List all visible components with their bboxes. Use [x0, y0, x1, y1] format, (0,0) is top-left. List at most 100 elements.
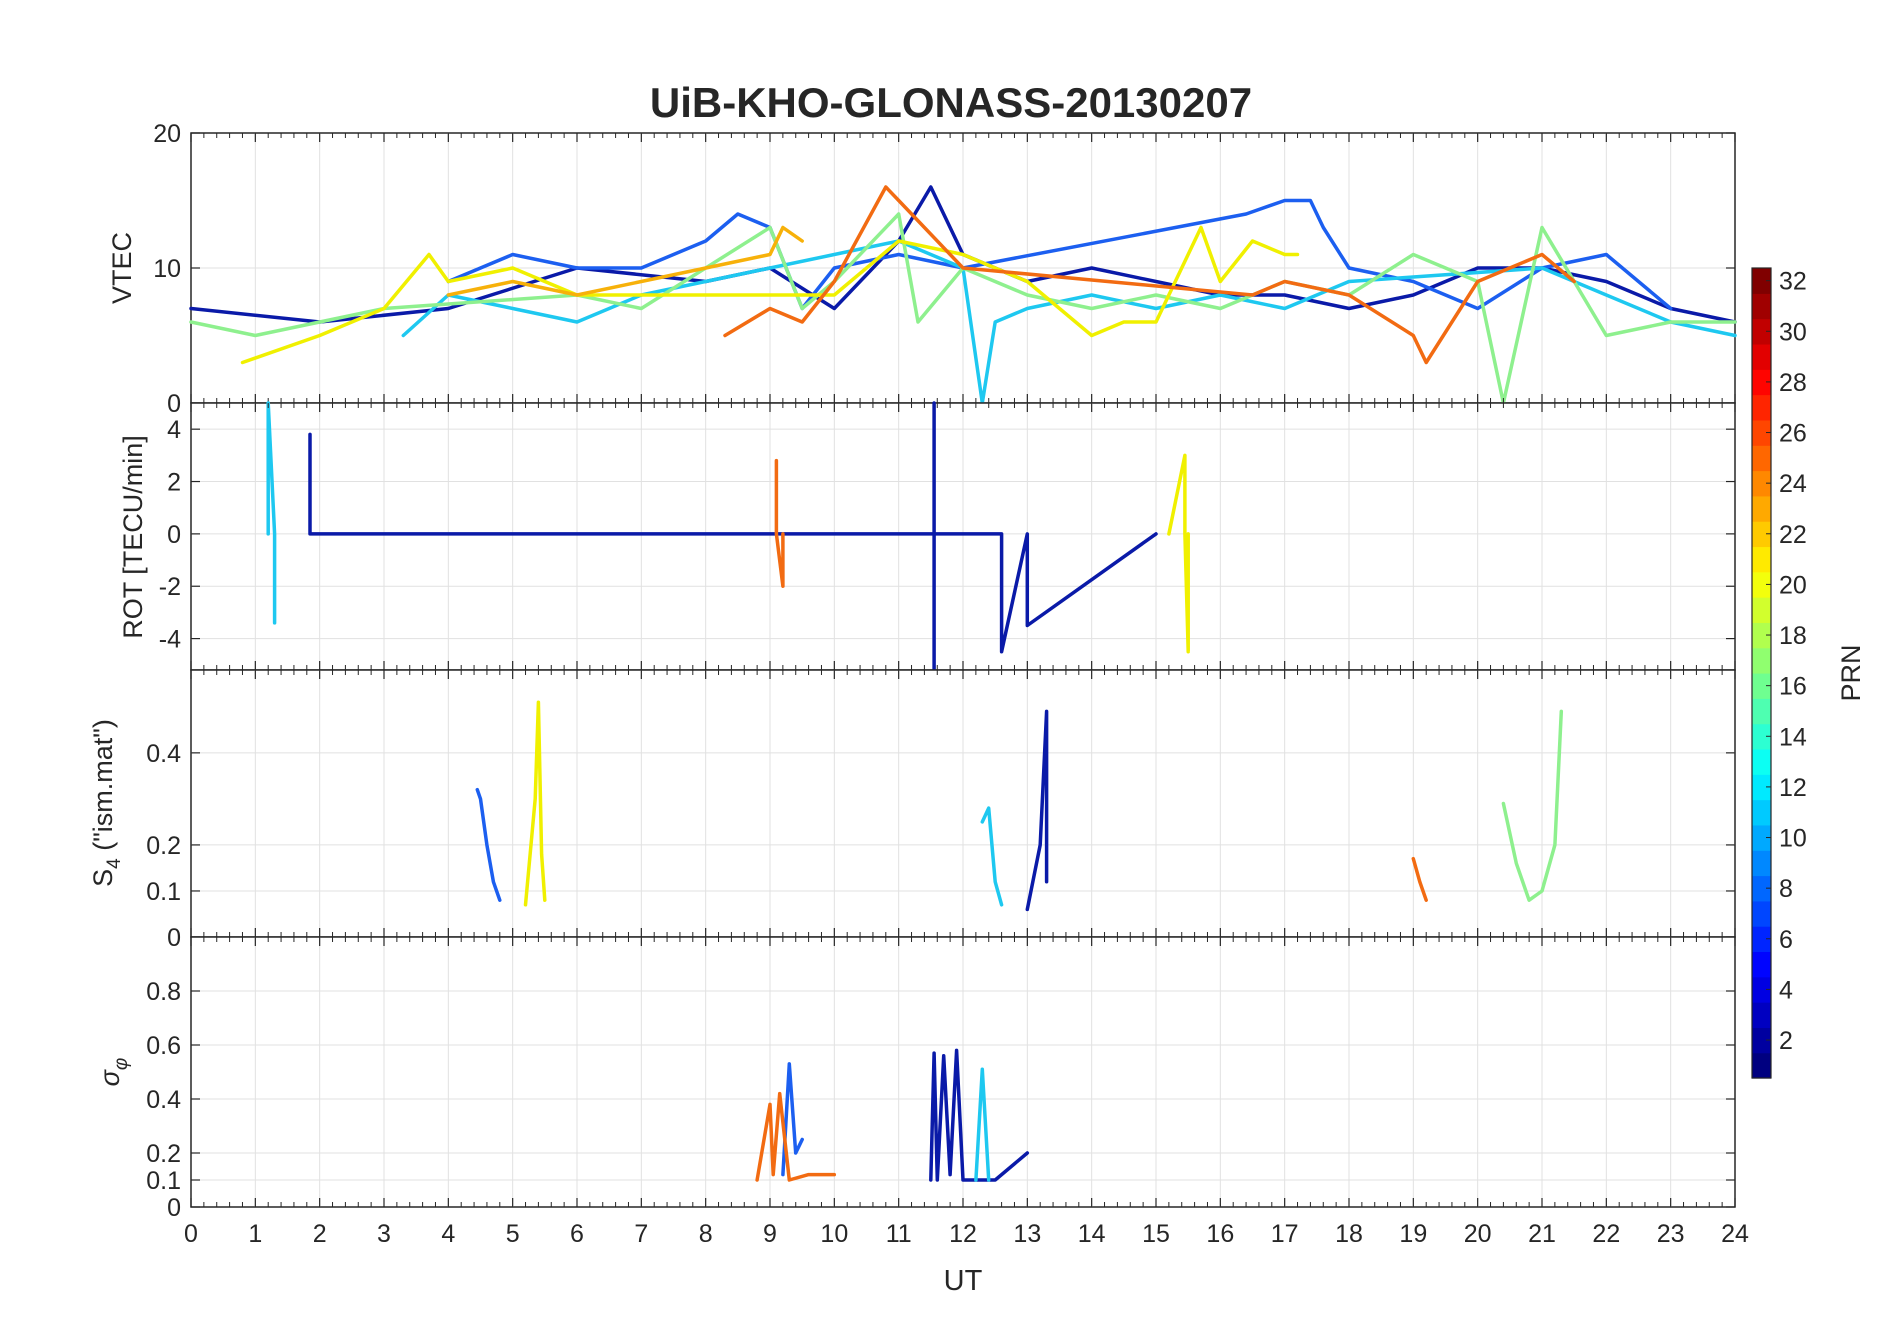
colorbar-segment: [1752, 1052, 1771, 1079]
colorbar-segment: [1752, 268, 1771, 294]
panel-s4-ylabel: S4 ("ism.mat"): [88, 719, 125, 887]
colorbar-segment: [1752, 875, 1771, 902]
colorbar-segment: [1752, 495, 1771, 522]
colorbar-segment: [1752, 318, 1771, 345]
x-tick-label: 15: [1142, 1220, 1170, 1248]
panel-vtec: 0 10 20 VTEC: [107, 120, 1737, 418]
x-tick-label: 17: [1271, 1220, 1299, 1248]
panel-sigma-phi-series: [755, 1048, 1030, 1182]
series-line-prn-23: [755, 1091, 837, 1182]
colorbar-segment: [1752, 748, 1771, 775]
panel-rot-grid: [191, 403, 1735, 670]
panel-s4-ylabel-rest: ("ism.mat"): [88, 719, 118, 858]
x-axis-label: UT: [944, 1265, 983, 1297]
colorbar-segment: [1752, 951, 1771, 978]
panel-vtec-series: [189, 185, 1737, 405]
x-tick-label: 2: [313, 1220, 327, 1248]
colorbar-segment: [1752, 723, 1771, 750]
colorbar-segment: [1752, 343, 1771, 370]
series-line-prn-2: [1025, 709, 1049, 912]
colorbar-tick-label: 24: [1779, 470, 1807, 498]
y-tick-label: 0.1: [146, 1167, 181, 1195]
series-line-prn-6: [475, 787, 502, 902]
x-tick-label: 11: [886, 1220, 912, 1248]
colorbar-segment: [1752, 445, 1771, 472]
colorbar-tick-label: 20: [1779, 571, 1807, 599]
series-line-prn-23: [774, 458, 785, 588]
series-line-prn-23: [1411, 856, 1428, 902]
x-tick-label: 21: [1528, 1220, 1556, 1248]
y-tick-label: 0: [167, 924, 181, 952]
panel-rot: -4 -2 0 2 4 ROT [TECU/min]: [118, 401, 1736, 672]
panel-s4: 0 0.1 0.2 0.4 S4 ("ism.mat"): [88, 669, 1736, 952]
x-tick-label: 20: [1464, 1220, 1492, 1248]
y-tick-label: 0.8: [146, 978, 181, 1006]
y-tick-label: 0: [167, 521, 181, 549]
colorbar-tick-label: 8: [1779, 875, 1793, 903]
x-tick-label: 19: [1399, 1220, 1427, 1248]
series-line-prn-20: [1167, 453, 1190, 654]
x-tick-label: 16: [1206, 1220, 1234, 1248]
colorbar-tick-label: 12: [1779, 774, 1807, 802]
series-line-prn-20: [523, 700, 547, 907]
colorbar-segment: [1752, 647, 1771, 674]
panel-s4-series: [475, 700, 1564, 912]
colorbar-segment: [1752, 369, 1771, 396]
panel-s4-ylabel-sub: 4: [104, 858, 125, 869]
colorbar-segment: [1752, 926, 1771, 953]
colorbar-segments: [1752, 268, 1771, 1079]
series-line-prn-6: [781, 1062, 804, 1177]
panel-vtec-ylabel: VTEC: [107, 232, 137, 304]
series-line-prn-2: [308, 401, 1158, 672]
panel-rot-axis: -4 -2 0 2 4: [159, 403, 1736, 670]
colorbar-tick-label: 2: [1779, 1027, 1793, 1055]
y-tick-label: 0.4: [146, 1086, 181, 1114]
colorbar-segment: [1752, 976, 1771, 1003]
colorbar-tick-label: 32: [1779, 268, 1807, 296]
x-tick-label: 9: [763, 1220, 777, 1248]
panel-s4-grid: [191, 670, 1735, 937]
colorbar-tick-label: 18: [1779, 622, 1807, 650]
colorbar-label: PRN: [1836, 644, 1866, 701]
y-tick-label: 20: [153, 120, 181, 148]
y-tick-label: 0: [167, 390, 181, 418]
colorbar-segment: [1752, 293, 1771, 320]
colorbar-tick-label: 28: [1779, 369, 1807, 397]
colorbar-segment: [1752, 1027, 1771, 1054]
colorbar-tick-label: 4: [1779, 976, 1793, 1004]
colorbar-tick-label: 22: [1779, 521, 1807, 549]
y-tick-label: 4: [167, 416, 181, 444]
series-line-prn-12: [401, 239, 1737, 405]
colorbar-segment: [1752, 799, 1771, 826]
y-tick-label: 2: [167, 469, 181, 497]
series-line-prn-12: [980, 806, 1004, 907]
colorbar-tick-label: 6: [1779, 926, 1793, 954]
colorbar-segment: [1752, 419, 1771, 446]
colorbar-segment: [1752, 521, 1771, 548]
y-tick-label: 0.2: [146, 832, 181, 860]
colorbar-segment: [1752, 546, 1771, 573]
x-tick-label: 7: [634, 1220, 648, 1248]
series-line-prn-20: [240, 225, 1300, 365]
colorbar-tick-label: 30: [1779, 318, 1807, 346]
series-line-prn-12: [266, 401, 277, 625]
colorbar-segment: [1752, 597, 1771, 623]
colorbar-tick-label: 16: [1779, 673, 1807, 701]
colorbar-segment: [1752, 622, 1771, 649]
chart-title: UiB-KHO-GLONASS-20130207: [650, 79, 1252, 126]
colorbar-segment: [1752, 470, 1771, 497]
x-tick-label: 1: [248, 1220, 262, 1248]
colorbar-tick-label: 26: [1779, 420, 1807, 448]
x-tick-label: 24: [1721, 1220, 1749, 1248]
panel-rot-series: [266, 401, 1190, 672]
y-tick-label: 10: [153, 255, 181, 283]
colorbar-segment: [1752, 394, 1771, 421]
x-tick-label: 12: [949, 1220, 977, 1248]
panel-vtec-axis: 0 10 20: [153, 120, 1736, 418]
colorbar-segment: [1752, 824, 1771, 851]
panel-sigma-phi-ylabel: σφ: [95, 1058, 132, 1087]
series-line-prn-12: [974, 1067, 991, 1182]
